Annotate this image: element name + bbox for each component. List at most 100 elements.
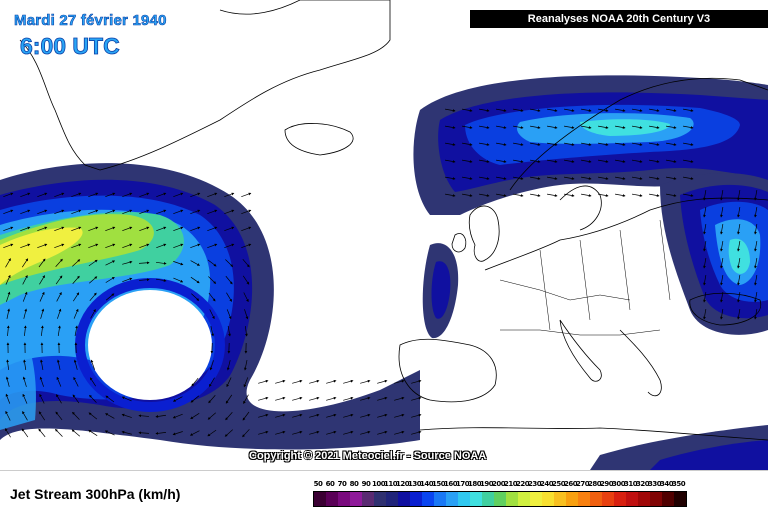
wind-arrow [530,194,540,196]
color-swatch [434,492,446,506]
wind-arrow [241,193,250,196]
color-scale-tick: 220 [516,480,528,488]
color-scale-tick: 190 [480,480,492,488]
wind-arrow [39,429,45,437]
map-date: Mardi 27 février 1940 [14,12,167,29]
color-scale-tick: 180 [468,480,480,488]
wind-zone-atlantic [0,163,420,449]
wind-arrow [275,381,285,384]
color-scale-tick: 80 [348,480,360,488]
color-swatch [494,492,506,506]
wind-arrow [258,398,268,401]
color-swatch [398,492,410,506]
wind-arrow [275,398,285,401]
color-swatch [566,492,578,506]
wind-zone-biscay [423,243,458,338]
color-scale-tick: 310 [624,480,636,488]
color-scale-tick: 170 [456,480,468,488]
color-swatch [674,492,686,506]
borders [500,220,670,335]
wind-arrow [292,398,302,401]
color-scale-tick: 270 [576,480,588,488]
wind-arrow [22,429,28,437]
color-swatch [626,492,638,506]
color-scale-tick: 240 [540,480,552,488]
color-swatch [446,492,458,506]
color-swatch [530,492,542,506]
color-swatch [614,492,626,506]
color-swatch [542,492,554,506]
color-scale-tick: 320 [636,480,648,488]
wind-arrow [72,430,80,436]
map-area: Mardi 27 février 1940 6:00 UTC Reanalyse… [0,0,768,470]
copyright-text: Copyright © 2021 Meteociel.fr - Source N… [249,450,486,462]
color-swatch [470,492,482,506]
color-scale-tick: 340 [660,480,672,488]
color-scale-tick: 130 [408,480,420,488]
color-swatch [590,492,602,506]
wind-arrow [615,194,625,196]
source-label: Reanalyses NOAA 20th Century V3 [470,10,768,28]
wind-arrow [513,194,523,196]
color-swatch [554,492,566,506]
color-scale-tick: 150 [432,480,444,488]
color-scale-tick: 200 [492,480,504,488]
color-scale-tick: 140 [420,480,432,488]
color-swatch [662,492,674,506]
color-scale-tick: 70 [336,480,348,488]
wind-zone-russia [660,173,768,335]
color-swatch [422,492,434,506]
color-scale-tick: 160 [444,480,456,488]
color-swatch [578,492,590,506]
color-scale-tick: 60 [324,480,336,488]
wind-arrow [360,381,370,384]
color-swatch [410,492,422,506]
color-swatch [374,492,386,506]
color-scale-tick: 260 [564,480,576,488]
color-scale-tick: 300 [612,480,624,488]
wind-arrow [547,194,557,196]
color-scale-tick: 120 [396,480,408,488]
color-swatch [482,492,494,506]
color-scale-tick: 330 [648,480,660,488]
color-swatch [458,492,470,506]
color-swatch [518,492,530,506]
wind-arrow [309,398,319,401]
wind-arrow [309,381,319,384]
wind-arrow [292,381,302,384]
color-swatch [314,492,326,506]
wind-arrow [632,194,642,196]
color-swatch [506,492,518,506]
color-scale-tick: 210 [504,480,516,488]
wind-arrow [649,194,659,196]
wind-arrow [258,381,268,384]
wind-arrow [377,381,387,384]
wind-zone-mediterranean-east [590,425,768,470]
wind-arrow [56,429,63,436]
wind-arrow [343,381,353,384]
color-scale-tick: 250 [552,480,564,488]
color-scale-tick: 290 [600,480,612,488]
legend-title: Jet Stream 300hPa (km/h) [10,486,180,502]
color-scale [313,491,687,507]
color-scale-tick: 350 [672,480,684,488]
color-swatch [386,492,398,506]
map-time: 6:00 UTC [20,33,120,60]
color-swatch [350,492,362,506]
color-swatch [362,492,374,506]
color-scale-tick: 50 [312,480,324,488]
color-swatch [650,492,662,506]
wind-arrow [326,381,336,384]
color-scale-tick: 100 [372,480,384,488]
color-scale-tick: 110 [384,480,396,488]
color-scale-tick: 90 [360,480,372,488]
color-swatch [602,492,614,506]
color-swatch [326,492,338,506]
color-scale-tick: 230 [528,480,540,488]
color-swatch [338,492,350,506]
jet-stream-map [0,0,768,470]
color-swatch [638,492,650,506]
color-scale-tick: 280 [588,480,600,488]
wind-arrow [581,194,591,196]
